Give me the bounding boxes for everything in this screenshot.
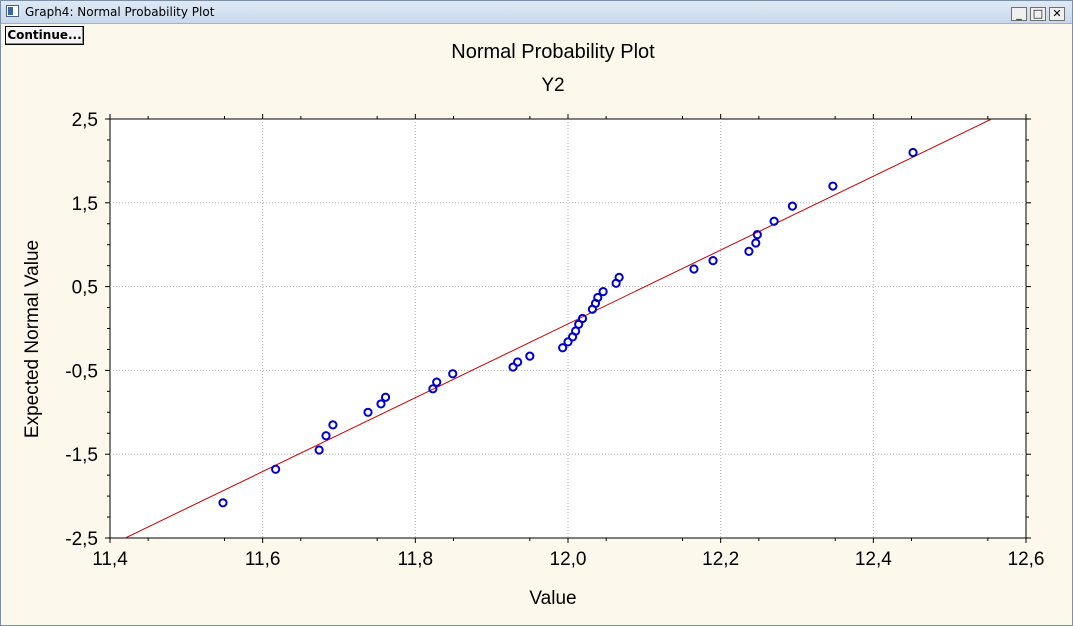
x-axis-label: Value bbox=[529, 588, 576, 609]
data-point bbox=[428, 384, 438, 394]
data-point bbox=[828, 181, 838, 191]
data-point bbox=[380, 392, 391, 402]
x-tick-label: 12,4 bbox=[855, 549, 892, 570]
continue-button[interactable]: Continue... bbox=[5, 26, 84, 45]
data-point bbox=[314, 445, 324, 455]
y-tick-label: 2,5 bbox=[72, 110, 98, 131]
data-point bbox=[508, 362, 518, 372]
data-point bbox=[598, 287, 608, 297]
data-point bbox=[218, 498, 228, 508]
y-tick-label: -1,5 bbox=[65, 445, 98, 466]
data-point bbox=[614, 272, 624, 282]
y-tick-label: 0,5 bbox=[72, 278, 98, 299]
minimize-button[interactable]: _ bbox=[1011, 7, 1027, 21]
data-point bbox=[376, 399, 386, 409]
y-tick-label: 1,5 bbox=[72, 194, 98, 215]
tick-labels: 11,4 11,6 11,8 12,0 12,2 12,4 12,6 2,5 1,5 0,5 -0,… bbox=[65, 110, 1044, 570]
data-point bbox=[787, 201, 798, 211]
window-title: Graph4: Normal Probability Plot bbox=[25, 5, 215, 19]
data-point bbox=[769, 216, 779, 226]
x-tick-label: 12,6 bbox=[1008, 549, 1045, 570]
data-point bbox=[689, 264, 699, 274]
data-point bbox=[593, 292, 603, 303]
maximize-button[interactable]: □ bbox=[1030, 7, 1046, 21]
data-points bbox=[218, 147, 918, 508]
app-icon[interactable] bbox=[6, 5, 19, 17]
data-point bbox=[744, 246, 754, 257]
x-tick-label: 12,0 bbox=[550, 549, 587, 570]
y-tick-label: -2,5 bbox=[65, 529, 98, 550]
grid bbox=[110, 119, 1026, 538]
data-point bbox=[558, 343, 568, 353]
data-point bbox=[513, 357, 523, 367]
data-point bbox=[563, 337, 573, 347]
data-point bbox=[908, 147, 918, 158]
x-tick-label: 11,8 bbox=[398, 549, 434, 570]
ticks bbox=[105, 114, 1031, 543]
chart-title: Normal Probability Plot bbox=[451, 41, 655, 63]
data-point bbox=[321, 431, 331, 441]
data-point bbox=[577, 313, 588, 324]
title-bar[interactable]: Graph4: Normal Probability Plot _ □ ✕ bbox=[1, 1, 1072, 24]
x-tick-label: 12,2 bbox=[702, 549, 739, 570]
y-axis-label: Expected Normal Value bbox=[22, 240, 43, 438]
data-point bbox=[271, 464, 281, 474]
data-point bbox=[363, 407, 373, 417]
close-button[interactable]: ✕ bbox=[1049, 7, 1065, 21]
x-tick-label: 11,6 bbox=[245, 549, 281, 570]
data-point bbox=[328, 420, 338, 430]
data-point bbox=[525, 351, 535, 361]
fit-line bbox=[125, 118, 992, 539]
data-point bbox=[448, 369, 458, 379]
data-point bbox=[751, 238, 761, 248]
chart-subtitle: Y2 bbox=[541, 75, 564, 96]
plot-area bbox=[109, 118, 1027, 539]
data-point bbox=[432, 377, 442, 387]
y-tick-label: -0,5 bbox=[65, 361, 98, 382]
data-point bbox=[752, 230, 762, 240]
data-point bbox=[708, 256, 718, 266]
x-tick-label: 11,4 bbox=[92, 549, 128, 570]
